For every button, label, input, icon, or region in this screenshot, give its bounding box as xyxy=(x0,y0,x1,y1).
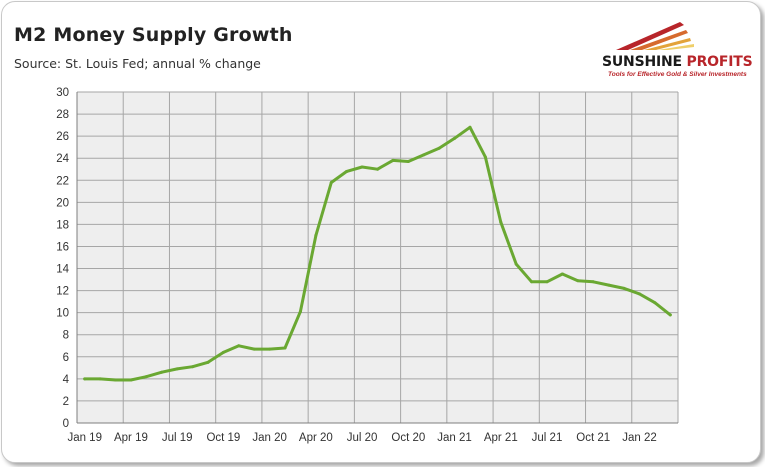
x-tick-label: Apr 21 xyxy=(484,432,518,444)
x-tick-label: Apr 20 xyxy=(299,432,333,444)
data-point xyxy=(206,360,210,364)
data-point xyxy=(98,377,102,381)
y-tick-label: 4 xyxy=(63,374,70,386)
data-point xyxy=(483,155,487,159)
data-point xyxy=(576,279,580,283)
x-tick-label: Jul 21 xyxy=(532,432,563,444)
data-point xyxy=(221,350,225,354)
data-point xyxy=(237,344,241,348)
y-tick-label: 12 xyxy=(56,286,69,298)
y-tick-label: 16 xyxy=(56,241,69,253)
data-point xyxy=(129,378,133,382)
data-point xyxy=(329,180,333,184)
logo-sunburst-icon xyxy=(616,22,694,50)
y-tick-label: 26 xyxy=(56,131,69,143)
data-point xyxy=(468,125,472,129)
data-point xyxy=(360,165,364,169)
y-tick-label: 10 xyxy=(56,308,69,320)
y-tick-label: 8 xyxy=(63,330,69,342)
data-point xyxy=(314,233,318,237)
data-point xyxy=(175,367,179,371)
data-point xyxy=(268,347,272,351)
logo-name: SUNSHINE PROFITS xyxy=(602,54,753,70)
x-tick-label: Oct 20 xyxy=(391,432,425,444)
y-tick-label: 28 xyxy=(56,109,69,121)
data-point xyxy=(545,280,549,284)
plot-area xyxy=(77,92,678,423)
x-tick-label: Oct 19 xyxy=(206,432,240,444)
y-tick-label: 2 xyxy=(63,396,69,408)
y-tick-label: 14 xyxy=(56,264,69,276)
x-tick-label: Jan 19 xyxy=(67,432,102,444)
chart-title: M2 Money Supply Growth xyxy=(14,24,293,46)
data-point xyxy=(422,153,426,157)
chart-subtitle: Source: St. Louis Fed; annual % change xyxy=(14,56,261,71)
x-tick-label: Jan 20 xyxy=(252,432,287,444)
data-point xyxy=(499,220,503,224)
data-point xyxy=(514,262,518,266)
x-tick-label: Jul 20 xyxy=(347,432,378,444)
sunshine-profits-logo: SUNSHINE PROFITS Tools for Effective Gol… xyxy=(598,16,753,78)
y-tick-label: 0 xyxy=(63,418,69,430)
y-tick-label: 18 xyxy=(56,219,69,231)
data-point xyxy=(453,136,457,140)
data-point xyxy=(252,347,256,351)
x-tick-label: Jan 21 xyxy=(437,432,472,444)
logo-name-part1: SUNSHINE xyxy=(602,54,687,70)
data-point xyxy=(283,346,287,350)
data-point xyxy=(437,146,441,150)
data-point xyxy=(560,272,564,276)
data-point xyxy=(191,365,195,369)
x-tick-label: Jul 19 xyxy=(162,432,193,444)
data-point xyxy=(668,313,672,317)
data-point xyxy=(298,310,302,314)
x-tick-label: Apr 19 xyxy=(114,432,148,444)
data-point xyxy=(622,286,626,290)
data-point xyxy=(376,167,379,171)
logo-tagline: Tools for Effective Gold & Silver Invest… xyxy=(608,71,747,78)
data-point xyxy=(406,160,410,164)
x-tick-label: Jan 22 xyxy=(622,432,657,444)
y-tick-label: 22 xyxy=(56,175,69,187)
data-point xyxy=(391,158,395,162)
data-point xyxy=(114,378,118,382)
data-point xyxy=(160,370,164,374)
y-tick-label: 24 xyxy=(56,153,69,165)
data-point xyxy=(591,280,595,284)
y-tick-label: 6 xyxy=(63,352,69,364)
y-tick-label: 20 xyxy=(56,197,69,209)
x-tick-label: Oct 21 xyxy=(576,432,610,444)
data-point xyxy=(607,283,611,287)
data-point xyxy=(637,292,641,296)
data-point xyxy=(530,280,534,284)
data-point xyxy=(144,375,148,379)
y-tick-label: 30 xyxy=(56,87,69,99)
data-point xyxy=(83,377,87,381)
data-point xyxy=(345,169,349,173)
data-point xyxy=(653,301,657,305)
logo-name-part2: PROFITS xyxy=(686,54,753,70)
